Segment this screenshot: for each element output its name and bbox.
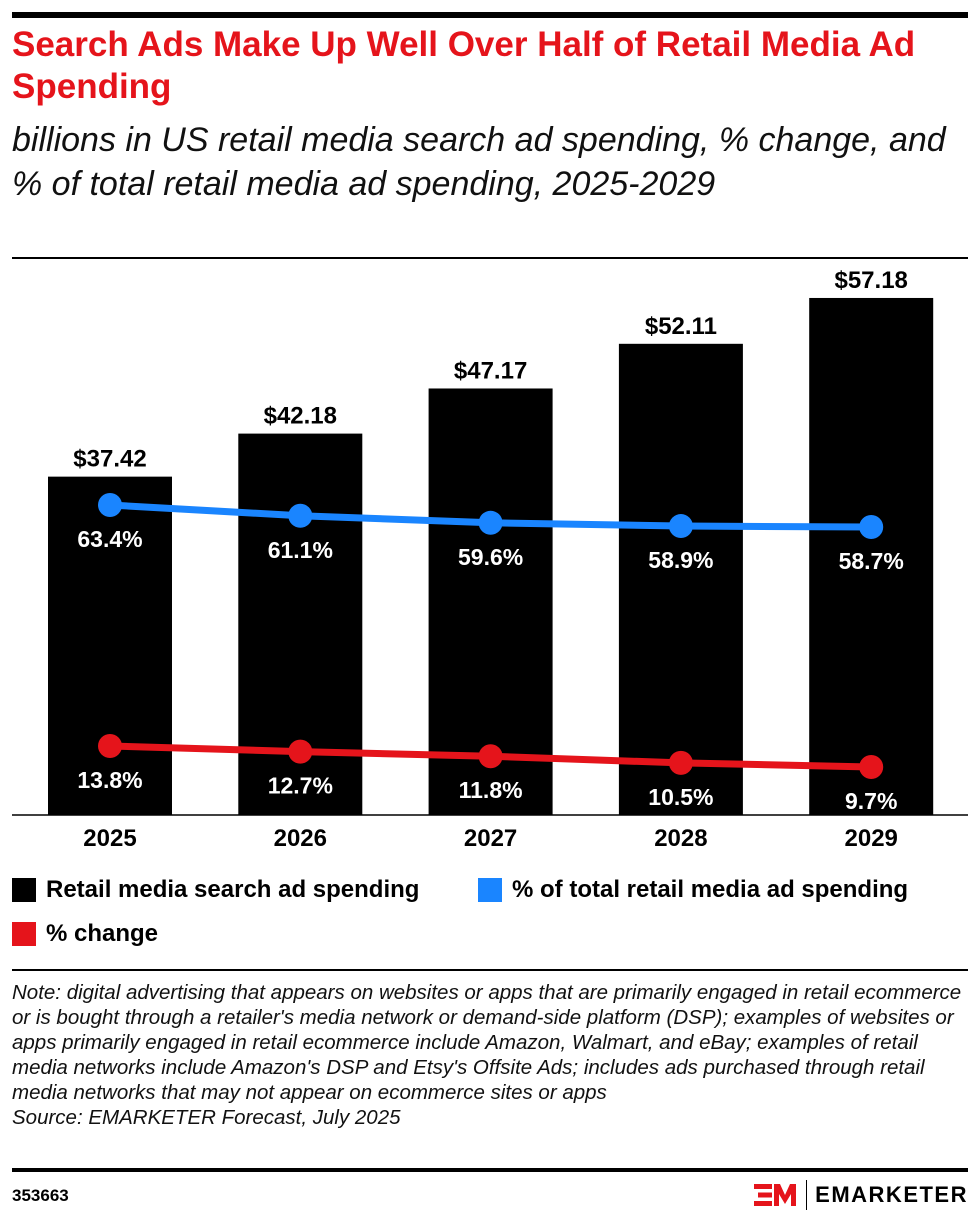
- x-tick-label: 2029: [845, 825, 898, 852]
- x-tick-label: 2025: [83, 825, 136, 852]
- x-tick-label: 2028: [654, 825, 707, 852]
- logo-divider: [805, 1180, 808, 1210]
- chart-id: 353663: [12, 1186, 69, 1205]
- note-text: Note: digital advertising that appears o…: [12, 981, 962, 1104]
- chart-title: Search Ads Make Up Well Over Half of Ret…: [12, 25, 916, 106]
- data-point: [98, 493, 122, 517]
- data-point: [98, 734, 122, 758]
- bar-value-label: $42.18: [264, 403, 337, 430]
- data-point: [859, 514, 884, 539]
- data-point: [478, 744, 503, 769]
- source-text: Source: EMARKETER Forecast, July 2025: [12, 1106, 401, 1129]
- legend-label: % change: [46, 920, 159, 947]
- brand-name: EMARKETER: [815, 1182, 968, 1207]
- bar-value-label: $47.17: [454, 357, 527, 384]
- bar: [809, 297, 934, 815]
- top-bar: [12, 12, 968, 18]
- bar: [48, 476, 172, 815]
- data-point: [668, 514, 693, 539]
- legend-swatch: [478, 878, 502, 902]
- data-point: [668, 750, 693, 775]
- legend-swatch: [12, 922, 36, 946]
- footer-rule: [12, 1168, 968, 1172]
- legend-item-share: % of total retail media ad spending: [478, 876, 908, 904]
- bar: [618, 343, 743, 815]
- chart-plot: $37.42 2025 $42.18 2026 $47.17 2027 $52.11 2028…: [12, 267, 968, 852]
- data-point: [859, 754, 884, 779]
- chart-subtitle: billions in US retail media search ad sp…: [12, 121, 946, 203]
- x-tick-label: 2026: [274, 825, 327, 852]
- divider: [12, 969, 968, 971]
- x-tick-label: 2027: [464, 825, 517, 852]
- note: Note: digital advertising that appears o…: [12, 980, 972, 1130]
- data-label: 10.5%: [648, 784, 713, 810]
- data-label: 13.8%: [77, 767, 142, 793]
- em-logo-icon: [753, 1184, 796, 1206]
- emarketer-logo: EMARKETER: [753, 1180, 968, 1210]
- data-label: 61.1%: [268, 537, 333, 563]
- legend-swatch: [12, 878, 36, 902]
- data-point: [288, 503, 313, 528]
- data-label: 58.9%: [648, 547, 713, 573]
- data-label: 9.7%: [845, 788, 897, 814]
- data-label: 58.7%: [839, 548, 904, 574]
- data-label: 12.7%: [268, 773, 333, 799]
- bar-value-label: $52.11: [645, 313, 717, 340]
- data-point: [478, 510, 503, 535]
- divider: [12, 257, 968, 259]
- legend-label: Retail media search ad spending: [46, 876, 420, 903]
- bar-value-label: $57.18: [834, 267, 907, 294]
- data-label: 11.8%: [459, 777, 523, 803]
- bar-value-label: $37.42: [73, 446, 146, 473]
- data-label: 63.4%: [77, 526, 142, 552]
- data-point: [288, 739, 313, 764]
- legend-item-change: % change: [12, 920, 158, 948]
- data-label: 59.6%: [458, 544, 523, 570]
- bar: [428, 388, 553, 815]
- legend-item-bars: Retail media search ad spending: [12, 876, 419, 904]
- legend-label: % of total retail media ad spending: [512, 876, 909, 903]
